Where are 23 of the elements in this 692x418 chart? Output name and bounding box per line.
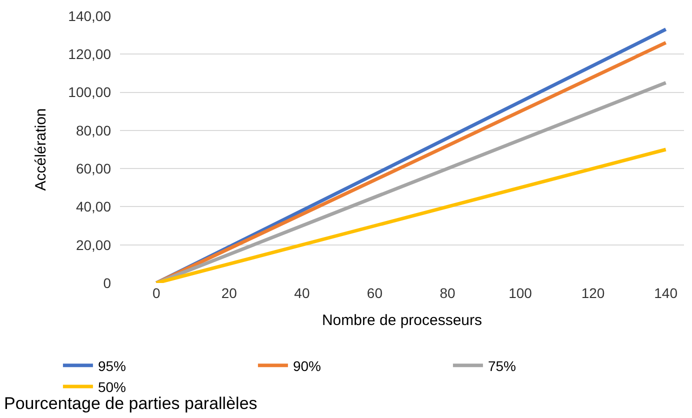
y-tick-label: 20,00	[76, 236, 112, 253]
y-tick-label: 0	[103, 274, 112, 291]
legend-title: Pourcentage de parties parallèles	[4, 394, 258, 413]
x-tick-label: 40	[294, 285, 310, 301]
y-tick-label: 100,00	[68, 84, 112, 100]
x-tick-label: 20	[221, 285, 238, 301]
legend-label: 75%	[488, 358, 516, 374]
legend-label: 95%	[98, 358, 126, 374]
y-tick-label: 120,00	[68, 46, 112, 62]
x-tick-label: 140	[654, 285, 678, 301]
x-tick-label: 80	[440, 285, 456, 301]
y-tick-label: 40,00	[76, 198, 112, 215]
x-tick-label: 120	[581, 285, 605, 301]
y-tick-label: 140,00	[68, 8, 112, 24]
x-tick-label: 60	[366, 285, 383, 301]
y-tick-label: 80,00	[76, 122, 112, 138]
legend-label: 50%	[98, 379, 126, 396]
legend-label: 90%	[292, 358, 321, 374]
y-tick-label: 60,00	[76, 160, 112, 176]
x-tick-label: 100	[508, 285, 532, 301]
x-axis-title: Nombre de processeurs	[322, 312, 482, 329]
x-tick-label: 0	[152, 285, 160, 301]
y-axis-title: Accélération	[32, 108, 50, 191]
